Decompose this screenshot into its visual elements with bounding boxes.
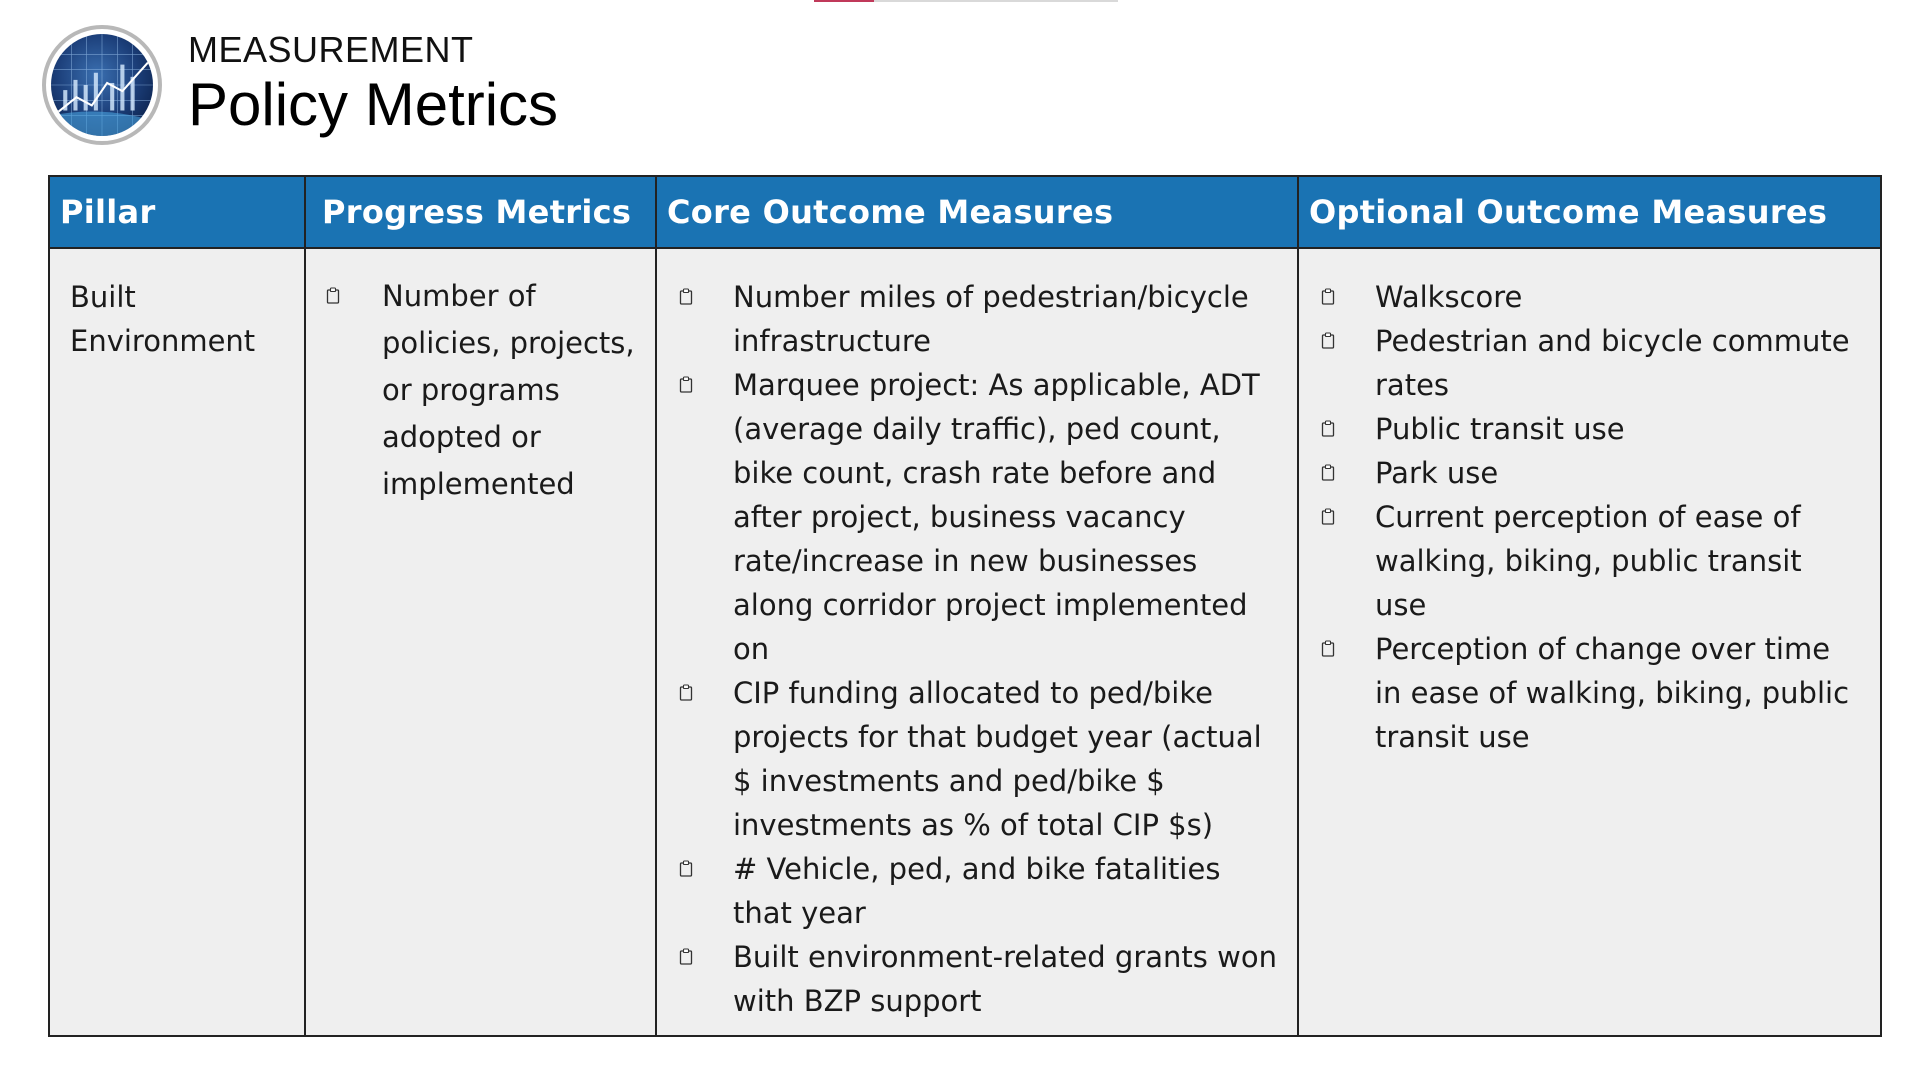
clipboard-icon <box>326 287 340 304</box>
top-accent-highlight <box>814 0 874 2</box>
list-item: Current perception of ease of walking, b… <box>1321 495 1860 627</box>
list-item: Perception of change over time in ease o… <box>1321 627 1860 759</box>
list-item-text: Number miles of pedestrian/bicycle infra… <box>733 280 1249 358</box>
city-data-globe-icon <box>42 25 162 145</box>
list-item: Number of policies, projects, or program… <box>326 273 635 508</box>
list-item: Marquee project: As applicable, ADT (ave… <box>679 363 1277 671</box>
list-item-text: Public transit use <box>1375 412 1625 446</box>
page-header: MEASUREMENT Policy Metrics <box>42 20 558 150</box>
core-outcome-measures-list: Number miles of pedestrian/bicycle infra… <box>657 249 1297 1023</box>
list-item-text: Marquee project: As applicable, ADT (ave… <box>733 368 1260 666</box>
clipboard-icon <box>1321 288 1335 305</box>
list-item-text: CIP funding allocated to ped/bike projec… <box>733 676 1262 842</box>
clipboard-icon <box>679 948 693 965</box>
clipboard-icon <box>679 860 693 877</box>
column-header-pillar: Pillar <box>50 177 306 249</box>
column-header-core-outcome-measures: Core Outcome Measures <box>657 177 1299 249</box>
list-item: # Vehicle, ped, and bike fatalities that… <box>679 847 1277 935</box>
page-title: Policy Metrics <box>188 71 559 138</box>
metrics-table: Pillar Progress Metrics Core Outcome Mea… <box>48 175 1882 1037</box>
list-item: Built environment-related grants won wit… <box>679 935 1277 1023</box>
list-item: Walkscore <box>1321 275 1860 319</box>
column-header-optional-outcome-measures: Optional Outcome Measures <box>1299 177 1880 249</box>
list-item: Park use <box>1321 451 1860 495</box>
list-item-text: Walkscore <box>1375 280 1523 314</box>
list-item-text: Current perception of ease of walking, b… <box>1375 500 1802 622</box>
list-item: CIP funding allocated to ped/bike projec… <box>679 671 1277 847</box>
list-item-text: Number of policies, projects, or program… <box>382 279 635 501</box>
section-eyebrow: MEASUREMENT <box>188 29 474 70</box>
list-item: Pedestrian and bicycle commute rates <box>1321 319 1860 407</box>
list-item-text: Pedestrian and bicycle commute rates <box>1375 324 1850 402</box>
progress-metrics-list: Number of policies, projects, or program… <box>306 249 655 508</box>
list-item-text: Built environment-related grants won wit… <box>733 940 1277 1018</box>
list-item: Public transit use <box>1321 407 1860 451</box>
clipboard-icon <box>1321 332 1335 349</box>
optional-outcome-measures-cell: Walkscore Pedestrian and bicycle commute … <box>1299 249 1880 1035</box>
pillar-cell: Built Environment <box>50 249 306 1035</box>
list-item-text: Perception of change over time in ease o… <box>1375 632 1850 754</box>
clipboard-icon <box>679 376 693 393</box>
clipboard-icon <box>1321 464 1335 481</box>
column-header-progress-metrics: Progress Metrics <box>306 177 657 249</box>
list-item-text: Park use <box>1375 456 1499 490</box>
top-accent-bar <box>814 0 1118 2</box>
core-outcome-measures-cell: Number miles of pedestrian/bicycle infra… <box>657 249 1299 1035</box>
clipboard-icon <box>679 684 693 701</box>
clipboard-icon <box>679 288 693 305</box>
clipboard-icon <box>1321 640 1335 657</box>
pillar-name: Built Environment <box>70 280 256 358</box>
list-item-text: # Vehicle, ped, and bike fatalities that… <box>733 852 1221 930</box>
optional-outcome-measures-list: Walkscore Pedestrian and bicycle commute … <box>1299 249 1880 759</box>
list-item: Number miles of pedestrian/bicycle infra… <box>679 275 1277 363</box>
clipboard-icon <box>1321 508 1335 525</box>
progress-metrics-cell: Number of policies, projects, or program… <box>306 249 657 1035</box>
header-titles: MEASUREMENT Policy Metrics <box>188 30 558 140</box>
clipboard-icon <box>1321 420 1335 437</box>
